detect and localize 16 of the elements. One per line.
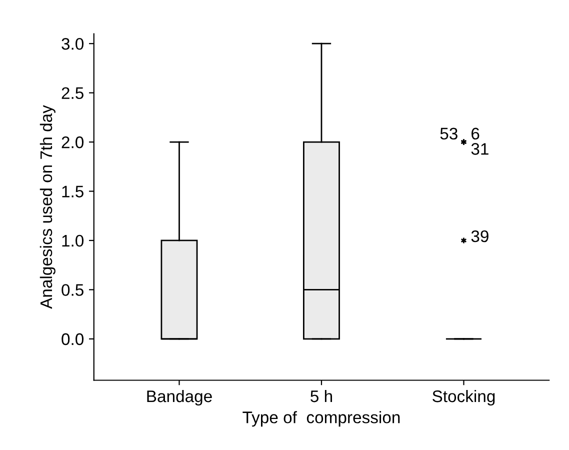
y-tick-label: 0.0 [62,333,84,346]
x-tick-label: 5 h [310,390,332,402]
x-axis-title: Type of compression [242,411,400,427]
annotation: 31 [471,143,488,155]
y-tick-label: 1.0 [62,234,84,247]
y-tick-label: 1.5 [62,186,84,198]
x-tick-label: Stocking [432,390,495,406]
x-tick-label: Bandage [147,390,212,406]
annotation: 6 [472,128,480,140]
y-tick-label: 0.5 [62,284,84,296]
annotation: 39 [471,230,488,242]
y-tick-label: 2.5 [62,87,84,100]
y-tick-label: 3.0 [62,38,84,50]
y-axis-title: Analgesics used on 7th day [40,105,56,309]
annotation: 53 [440,128,458,140]
y-tick-label: 2.0 [62,136,84,148]
